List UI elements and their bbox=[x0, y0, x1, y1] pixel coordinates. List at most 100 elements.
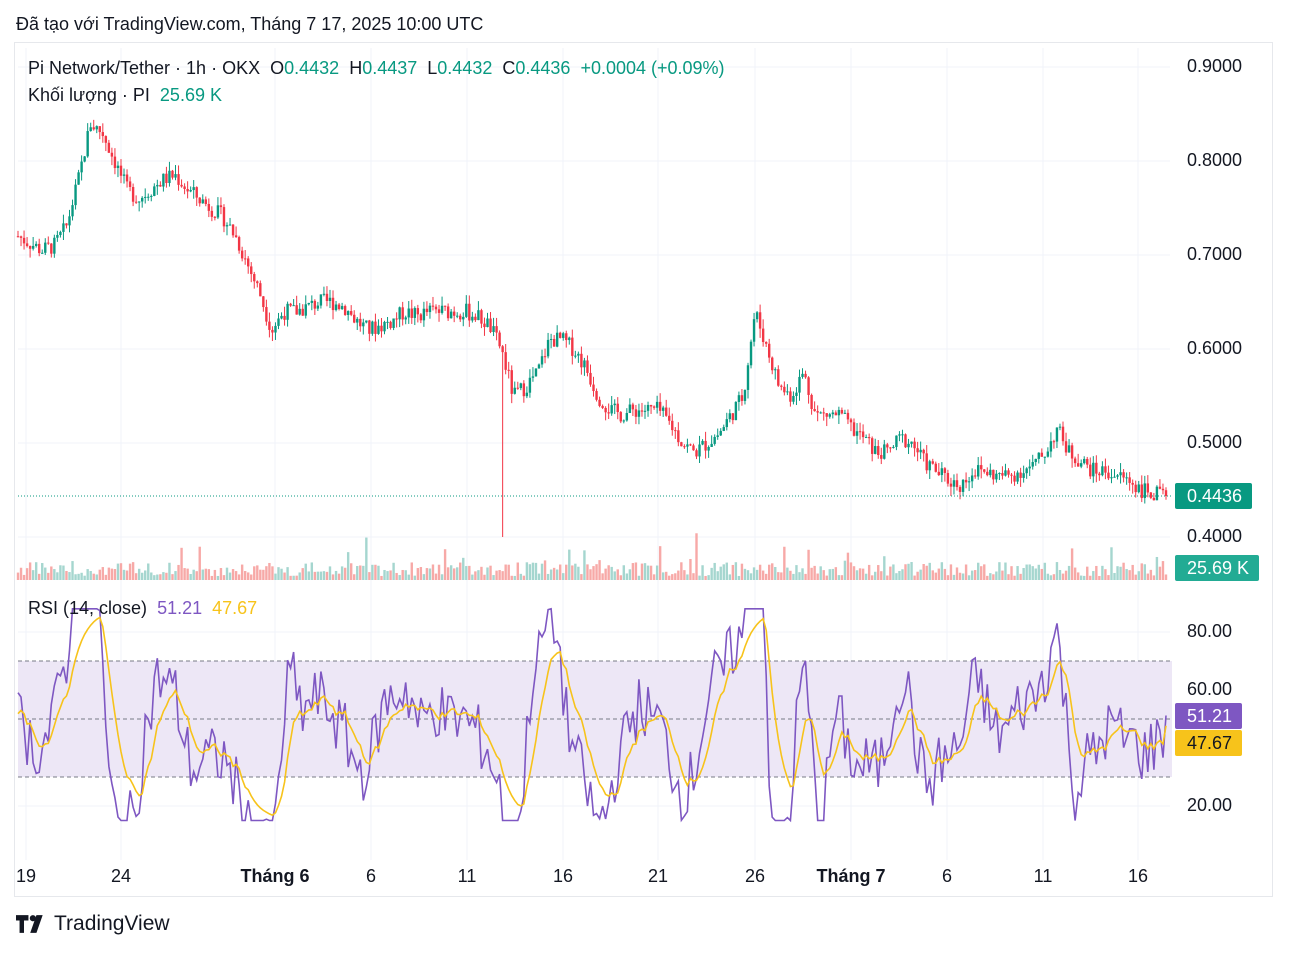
candle-body bbox=[980, 465, 983, 470]
volume-bar bbox=[256, 565, 259, 580]
volume-bar bbox=[110, 568, 114, 580]
volume-bar bbox=[1076, 572, 1080, 580]
volume-bar bbox=[468, 565, 471, 580]
volume-bar bbox=[507, 564, 510, 580]
volume-bar bbox=[247, 572, 250, 580]
candle-body bbox=[640, 410, 644, 412]
candle-body bbox=[1016, 472, 1019, 482]
volume-bar bbox=[946, 575, 950, 580]
candle-body bbox=[661, 407, 665, 411]
candle-body bbox=[1137, 484, 1140, 493]
candle-body bbox=[174, 174, 177, 178]
volume-bar bbox=[446, 567, 450, 580]
candle-body bbox=[986, 471, 989, 476]
candle-body bbox=[150, 195, 153, 197]
candle-body bbox=[56, 235, 59, 238]
candle-body bbox=[810, 394, 813, 410]
candle-body bbox=[247, 258, 250, 267]
volume-bar bbox=[546, 573, 550, 580]
volume-bar bbox=[74, 574, 77, 580]
candle-body bbox=[943, 468, 947, 473]
candle-body bbox=[928, 461, 931, 471]
volume-bar bbox=[1016, 566, 1019, 580]
candle-body bbox=[883, 444, 886, 459]
volume-bar bbox=[22, 574, 26, 580]
volume-bar bbox=[434, 573, 438, 580]
candle-body bbox=[1070, 445, 1074, 459]
volume-bar bbox=[1158, 566, 1162, 580]
candle-body bbox=[1152, 497, 1156, 501]
rsi-legend: RSI (14, close) 51.21 47.67 bbox=[28, 598, 257, 619]
volume-bar bbox=[1040, 568, 1044, 580]
candle-body bbox=[1146, 483, 1150, 493]
candle-body bbox=[1092, 462, 1095, 477]
volume-bar bbox=[243, 570, 247, 580]
candle-body bbox=[501, 346, 504, 353]
volume-bar bbox=[16, 572, 20, 580]
volume-label[interactable]: Khối lượng · PI bbox=[28, 85, 150, 105]
candle-body bbox=[83, 156, 86, 162]
last-price-badge: 0.4436 bbox=[1175, 483, 1253, 509]
volume-bar bbox=[156, 574, 159, 580]
volume-bar bbox=[1122, 562, 1125, 580]
volume-bar bbox=[480, 566, 483, 580]
candle-body bbox=[198, 197, 201, 204]
candle-body bbox=[771, 357, 774, 371]
volume-bar bbox=[604, 568, 607, 580]
volume-bar bbox=[401, 569, 404, 580]
candle-body bbox=[1022, 473, 1025, 478]
volume-bar bbox=[283, 572, 286, 580]
candle-body bbox=[983, 469, 986, 472]
candle-body bbox=[398, 307, 401, 320]
volume-bar bbox=[498, 570, 501, 580]
volume-bar bbox=[1064, 570, 1068, 580]
volume-bar bbox=[986, 575, 989, 580]
candle-body bbox=[1079, 463, 1083, 467]
candle-body bbox=[186, 189, 189, 192]
candle-body bbox=[446, 306, 450, 319]
volume-bar bbox=[689, 558, 692, 580]
candle-body bbox=[692, 445, 695, 451]
candle-body bbox=[874, 446, 877, 454]
candle-body bbox=[349, 311, 353, 315]
tradingview-logo[interactable]: TradingView bbox=[16, 912, 170, 936]
volume-bar bbox=[577, 566, 580, 580]
change-value: +0.0004 (+0.09%) bbox=[580, 58, 725, 78]
rsi-label[interactable]: RSI (14, close) bbox=[28, 598, 148, 618]
chart-frame bbox=[14, 42, 1273, 897]
volume-bar bbox=[101, 567, 105, 580]
candle-body bbox=[331, 297, 335, 311]
candle-body bbox=[634, 409, 638, 417]
candle-body bbox=[416, 308, 420, 315]
time-tick-label: Tháng 7 bbox=[816, 866, 886, 886]
candle-body bbox=[47, 242, 50, 244]
volume-bar bbox=[301, 568, 304, 580]
candle-body bbox=[383, 321, 386, 332]
volume-bar bbox=[1052, 574, 1056, 580]
volume-bar bbox=[610, 566, 613, 580]
volume-bar bbox=[134, 573, 138, 580]
volume-bar bbox=[222, 575, 226, 580]
volume-legend: Khối lượng · PI 25.69 K bbox=[28, 85, 222, 106]
candle-body bbox=[774, 369, 777, 371]
candle-body bbox=[228, 224, 232, 226]
rsi-tick-label: 20.00 bbox=[1187, 795, 1233, 815]
candle-body bbox=[128, 181, 132, 188]
volume-bar bbox=[640, 563, 644, 580]
candle-body bbox=[677, 430, 680, 443]
volume-bar bbox=[719, 566, 722, 580]
volume-bar bbox=[459, 562, 462, 580]
candle-body bbox=[837, 409, 841, 416]
volume-bar bbox=[310, 562, 314, 580]
candle-body bbox=[925, 453, 928, 471]
volume-bar bbox=[958, 572, 962, 580]
volume-bar bbox=[277, 567, 280, 580]
symbol-label[interactable]: Pi Network/Tether · 1h · OKX bbox=[28, 58, 261, 78]
volume-bar bbox=[716, 571, 719, 580]
candle-body bbox=[316, 305, 320, 309]
candle-body bbox=[410, 308, 413, 318]
candle-body bbox=[577, 353, 580, 356]
candle-body bbox=[465, 303, 468, 317]
volume-bar bbox=[1089, 575, 1092, 580]
